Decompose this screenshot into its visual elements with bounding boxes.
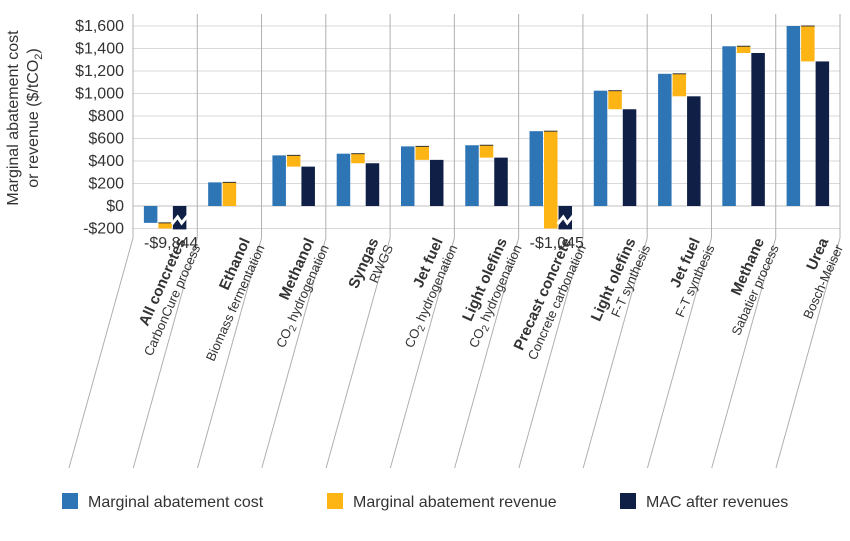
category-dividers [68, 14, 841, 469]
bar-marginal-abatement-revenue [158, 222, 172, 229]
bar-mac-after-revenues [494, 157, 508, 206]
bar-marginal-abatement-cost [336, 153, 351, 206]
bar-marginal-abatement-revenue [544, 131, 558, 229]
bar-marginal-abatement-cost [400, 146, 415, 206]
bar-marginal-abatement-cost [786, 26, 801, 206]
bar-marginal-abatement-cost [208, 182, 222, 206]
y-tick-label: $1,400 [75, 41, 124, 58]
category-divider-slant [132, 237, 198, 469]
bar-marginal-abatement-revenue [286, 155, 301, 167]
bar-marginal-abatement-cost [529, 131, 544, 206]
y-tick-label: $0 [106, 198, 124, 215]
legend-swatch [620, 493, 636, 509]
bar-marginal-abatement-cost [143, 206, 158, 223]
bar-marginal-abatement-revenue [736, 46, 751, 53]
bar-mac-after-revenues [429, 159, 444, 206]
legend: Marginal abatement cost Marginal abatemen… [62, 493, 788, 511]
bar-marginal-abatement-revenue [672, 73, 687, 97]
bar-marginal-abatement-cost [658, 73, 672, 206]
category-divider-slant [389, 237, 455, 469]
y-tick-label: $200 [88, 176, 124, 193]
bar-marginal-abatement-revenue [415, 146, 429, 160]
bar-mac-after-revenues [301, 166, 315, 206]
bar-marginal-abatement-revenue [801, 26, 815, 62]
y-tick-label: $600 [88, 131, 124, 148]
category-divider-slant [775, 237, 841, 469]
bar-mac-after-revenues [751, 53, 765, 206]
axis-break-mark [170, 214, 189, 226]
bar-marginal-abatement-cost [272, 155, 286, 206]
annotations: -$9,844 -$1,045 [144, 235, 584, 252]
bar-marginal-abatement-revenue [479, 145, 494, 158]
y-tick-label: $1,200 [75, 63, 124, 80]
bar-marginal-abatement-revenue [351, 153, 365, 164]
bar-marginal-abatement-cost [593, 90, 608, 206]
legend-swatch [62, 493, 78, 509]
category-divider-slant [197, 237, 263, 469]
y-tick-label: $800 [88, 108, 124, 125]
category-divider-slant [582, 237, 648, 469]
legend-label: MAC after revenues [646, 494, 788, 511]
gridlines [133, 25, 840, 229]
bar-marginal-abatement-revenue [222, 182, 237, 206]
y-tick-label: $1,000 [75, 86, 124, 103]
category-divider-slant [454, 237, 520, 469]
value-annotation: -$9,844 [144, 235, 198, 252]
y-axis-label: Marginal abatement cost or revenue ($/tC… [5, 30, 45, 206]
bar-mac-after-revenues [622, 109, 637, 206]
y-axis-label-line2: or revenue ($/tCO2) [25, 48, 45, 188]
legend-label: Marginal abatement revenue [353, 494, 557, 511]
y-axis-label-line1: Marginal abatement cost [5, 30, 22, 206]
legend-label: Marginal abatement cost [88, 494, 264, 511]
bar-marginal-abatement-cost [722, 46, 736, 206]
bar-marginal-abatement-cost [465, 145, 479, 206]
y-tick-label: $400 [88, 153, 124, 170]
y-tick-labels: -$200 $0 $200 $400 $600 $800 $1,000 $1,200 $1,40… [75, 18, 124, 238]
category-divider-slant [711, 237, 777, 469]
category-divider-slant [325, 237, 391, 469]
legend-swatch [327, 493, 343, 509]
bar-mac-after-revenues [365, 163, 380, 206]
category-divider-slant [646, 237, 712, 469]
bar-marginal-abatement-revenue [608, 90, 622, 110]
bar-mac-after-revenues [687, 96, 701, 206]
category-divider-slant [68, 237, 134, 469]
y-tick-label: -$200 [83, 221, 124, 238]
category-divider-slant [261, 237, 327, 469]
value-annotation: -$1,045 [530, 235, 584, 252]
bars [143, 25, 830, 230]
axis-break-mark [556, 214, 575, 226]
category-divider-slant [518, 237, 584, 469]
bar-mac-after-revenues [815, 61, 830, 206]
y-tick-label: $1,600 [75, 18, 124, 35]
